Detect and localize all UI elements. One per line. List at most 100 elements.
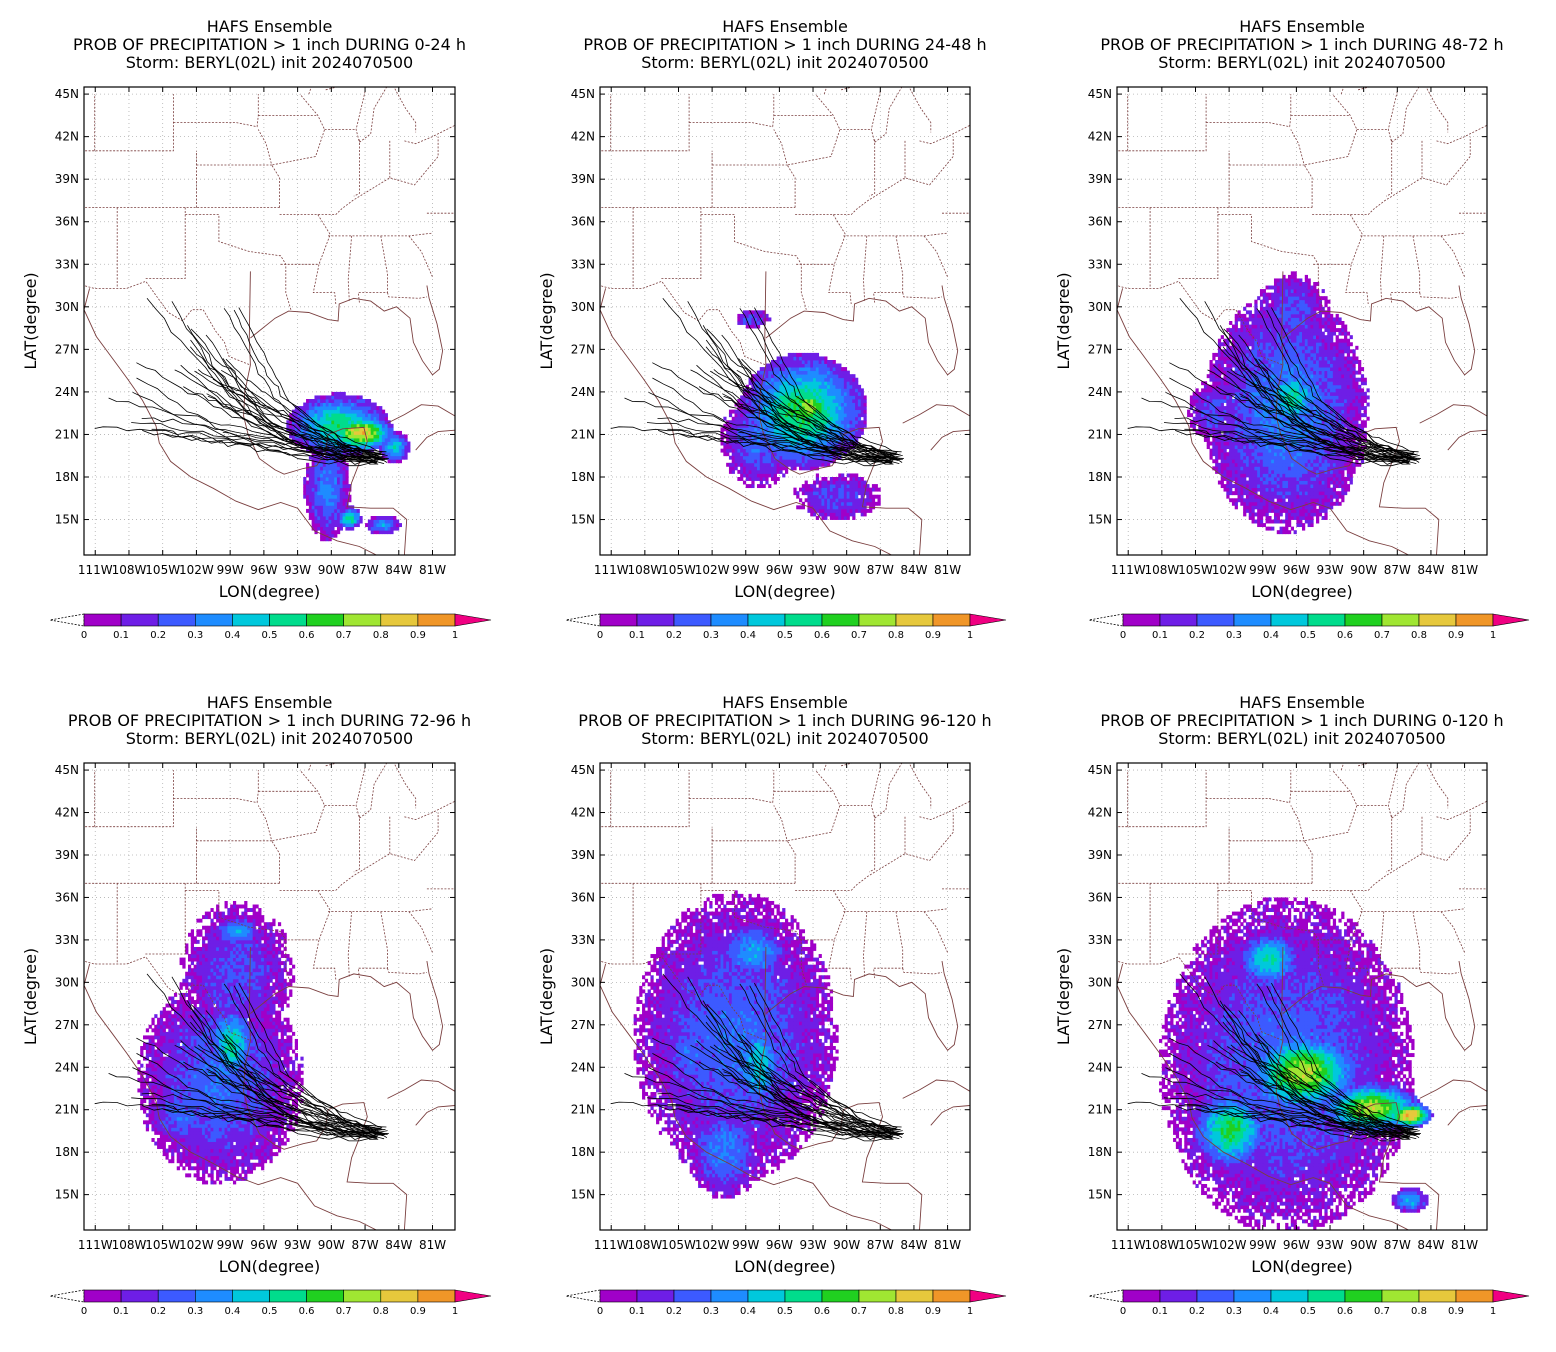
probability-cell	[855, 381, 859, 386]
probability-cell	[796, 391, 800, 396]
probability-cell	[770, 399, 775, 403]
probability-cell	[1254, 469, 1258, 474]
probability-cell	[751, 477, 755, 481]
state-border	[393, 87, 417, 133]
probability-cell	[1302, 512, 1306, 517]
probability-cell	[376, 416, 380, 421]
probability-cell	[1282, 416, 1286, 421]
probability-cell	[843, 512, 848, 517]
probability-cell	[1273, 480, 1278, 485]
probability-cell	[325, 487, 329, 492]
probability-cell	[835, 430, 839, 435]
probability-cell	[742, 441, 747, 446]
probability-cell	[1321, 455, 1325, 460]
probability-cell	[765, 317, 769, 322]
probability-cell	[328, 466, 332, 471]
probability-cell	[1316, 459, 1320, 464]
probability-cell	[1243, 466, 1247, 471]
probability-cell	[1313, 505, 1317, 510]
probability-cell	[801, 434, 806, 439]
probability-cell	[748, 413, 752, 418]
probability-cell	[1259, 445, 1264, 450]
probability-cell	[723, 423, 727, 428]
probability-cell	[379, 516, 383, 520]
probability-cell	[325, 395, 329, 400]
probability-cell	[1299, 469, 1303, 474]
probability-cell	[1287, 480, 1292, 485]
probability-cell	[860, 406, 864, 411]
probability-cell	[1248, 512, 1252, 517]
probability-cell	[762, 438, 766, 442]
probability-cell	[765, 391, 769, 396]
probability-cell	[331, 459, 335, 464]
probability-cell	[815, 505, 820, 510]
probability-cell	[1290, 487, 1294, 492]
probability-cell	[829, 416, 834, 421]
probability-cell	[849, 406, 853, 411]
probability-cell	[342, 477, 346, 481]
probability-cell	[1360, 399, 1365, 403]
probability-cell	[1226, 491, 1230, 496]
probability-cell	[314, 516, 318, 520]
probability-cell	[1217, 399, 1222, 403]
probability-cell	[801, 356, 806, 361]
probability-cell	[1245, 395, 1250, 400]
probability-cell	[1257, 487, 1261, 492]
probability-cell	[306, 469, 310, 474]
probability-cell	[1287, 477, 1292, 481]
ensemble-track	[652, 377, 894, 467]
probability-cell	[1268, 498, 1272, 503]
probability-cell	[740, 413, 744, 418]
probability-cell	[785, 462, 789, 467]
probability-cell	[745, 413, 749, 418]
probability-cell	[317, 519, 321, 524]
probability-cell	[801, 402, 806, 407]
probability-cell	[356, 416, 360, 421]
probability-cell	[334, 498, 338, 503]
probability-cell	[1262, 512, 1266, 517]
probability-cell	[827, 480, 831, 485]
probability-cell	[1349, 448, 1353, 453]
probability-cell	[1265, 448, 1269, 453]
probability-cell	[779, 391, 783, 396]
probability-cell	[1234, 466, 1238, 471]
probability-cell	[1276, 491, 1280, 496]
probability-cell	[754, 423, 758, 428]
probability-cell	[829, 501, 834, 506]
probability-cell	[353, 516, 358, 520]
probability-cell	[824, 395, 828, 400]
probability-cell	[742, 469, 747, 474]
probability-cell	[818, 491, 822, 496]
probability-cell	[336, 466, 341, 471]
probability-cell	[359, 416, 363, 421]
lat-tick-label: 18N	[571, 470, 595, 484]
probability-cell	[339, 434, 343, 439]
probability-cell	[404, 445, 408, 450]
probability-cell	[860, 487, 864, 492]
probability-cell	[770, 370, 775, 375]
probability-cell	[359, 430, 363, 435]
probability-cell	[793, 377, 797, 382]
probability-cell	[314, 423, 318, 428]
probability-cell	[1237, 484, 1241, 489]
probability-cell	[796, 491, 800, 496]
probability-cell	[829, 406, 834, 411]
probability-cell	[322, 477, 327, 481]
probability-cell	[1268, 438, 1272, 442]
probability-cell	[1366, 402, 1370, 407]
colorbar-tick-label: 0.9	[925, 630, 941, 641]
probability-cell	[1338, 430, 1342, 435]
probability-cell	[1346, 469, 1351, 474]
probability-cell	[866, 508, 870, 513]
probability-cell	[1259, 498, 1264, 503]
probability-cell	[779, 438, 783, 442]
probability-cell	[1355, 402, 1359, 407]
probability-cell	[328, 416, 332, 421]
probability-cell	[390, 526, 394, 531]
probability-cell	[376, 434, 380, 439]
probability-cell	[1332, 491, 1337, 496]
probability-cell	[370, 530, 374, 535]
probability-cell	[857, 427, 862, 432]
probability-cell	[1290, 505, 1294, 510]
probability-cell	[1313, 512, 1317, 517]
